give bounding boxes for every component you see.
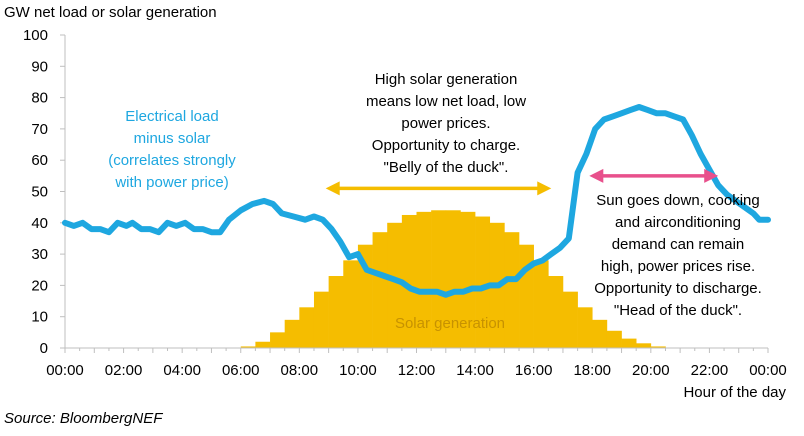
x-tick-label: 18:00 [573, 362, 611, 379]
head-arrow [589, 168, 719, 183]
solar-bar [562, 291, 578, 348]
belly-arrow [325, 181, 552, 196]
solar-bar [533, 260, 549, 348]
solar-bar [328, 276, 344, 348]
solar-bar [636, 343, 652, 348]
x-tick-label: 06:00 [222, 362, 260, 379]
y-tick-label: 50 [31, 184, 48, 201]
y-tick-label: 70 [31, 121, 48, 138]
solar-bar [592, 319, 608, 348]
solar-bar [577, 307, 593, 348]
belly-annotation: High solar generation means low net load… [336, 69, 556, 179]
y-tick-label: 40 [31, 215, 48, 232]
annotation-line: Sun goes down, cooking [596, 192, 760, 209]
annotation-line: (correlates strongly [108, 152, 236, 169]
solar-bar [255, 341, 271, 348]
solar-bar [621, 338, 637, 348]
solar-bar [299, 307, 315, 348]
x-axis-title: Hour of the day [683, 384, 786, 401]
solar-bar [401, 214, 417, 348]
solar-bar [460, 211, 476, 348]
arrow-head-left [325, 181, 340, 196]
solar-bar [284, 319, 300, 348]
annotation-line: with power price) [115, 174, 229, 191]
y-tick-label: 90 [31, 58, 48, 75]
annotation-line: Electrical load [125, 108, 219, 125]
annotation-line: and airconditioning [615, 214, 741, 231]
solar-bar [270, 332, 285, 348]
solar-bar [387, 222, 403, 348]
solar-bar [548, 276, 564, 348]
solar-bar [372, 232, 388, 348]
solar-bar [606, 330, 622, 348]
annotation-line: "Head of the duck". [613, 302, 743, 319]
annotation-line: means low net load, low [365, 93, 527, 110]
y-tick-label: 20 [31, 277, 48, 294]
solar-bar [313, 291, 329, 348]
annotation-line: Opportunity to discharge. [594, 280, 762, 297]
chart-axes: 0 10 20 30 40 50 60 70 80 90 100 00:00 02:00 04:00 06:… [23, 27, 787, 379]
net-load-annotation: Electrical load minus solar (correlates … [72, 106, 272, 194]
annotation-line: demand can remain [611, 236, 745, 253]
solar-bar [343, 260, 359, 348]
net-load-series [62, 104, 771, 298]
y-axis-title: GW net load or solar generation [4, 4, 217, 21]
y-tick-label: 80 [31, 90, 48, 107]
annotation-arrows [325, 168, 719, 196]
y-tick-label: 60 [31, 152, 48, 169]
head-annotation: Sun goes down, cooking and airconditioni… [568, 190, 788, 322]
y-tick-label: 30 [31, 246, 48, 263]
solar-generation-series [240, 210, 666, 348]
x-tick-label: 14:00 [456, 362, 494, 379]
solar-bar [431, 210, 447, 348]
annotation-line: Opportunity to charge. [371, 137, 521, 154]
arrow-head-right [704, 168, 719, 183]
x-tick-label: 08:00 [281, 362, 319, 379]
annotation-line: High solar generation [374, 71, 518, 88]
solar-bar [240, 346, 256, 348]
arrow-head-left [589, 168, 604, 183]
x-tick-label: 20:00 [632, 362, 670, 379]
x-tick-label: 10:00 [339, 362, 377, 379]
solar-bar [504, 232, 520, 348]
x-tick-label: 04:00 [163, 362, 201, 379]
solar-generation-label: Solar generation [394, 315, 506, 332]
annotation-line: power prices. [401, 115, 491, 132]
y-tick-label: 100 [23, 27, 48, 44]
annotation-line: "Belly of the duck". [383, 159, 509, 176]
arrow-head-right [537, 181, 552, 196]
source-note: Source: BloombergNEF [4, 410, 163, 427]
annotation-line: minus solar [133, 130, 211, 147]
x-tick-label: 00:00 [749, 362, 787, 379]
x-tick-label: 16:00 [515, 362, 553, 379]
x-tick-label: 12:00 [398, 362, 436, 379]
net-load-line [62, 104, 771, 298]
x-tick-label: 02:00 [105, 362, 143, 379]
annotation-line: high, power prices rise. [600, 258, 756, 275]
solar-bar [650, 346, 666, 348]
solar-bar [445, 210, 461, 348]
y-tick-label: 10 [31, 309, 48, 326]
x-tick-label: 00:00 [46, 362, 84, 379]
solar-bar [416, 211, 432, 348]
y-tick-label: 0 [40, 340, 48, 357]
x-tick-label: 22:00 [691, 362, 729, 379]
solar-bar [475, 216, 491, 348]
